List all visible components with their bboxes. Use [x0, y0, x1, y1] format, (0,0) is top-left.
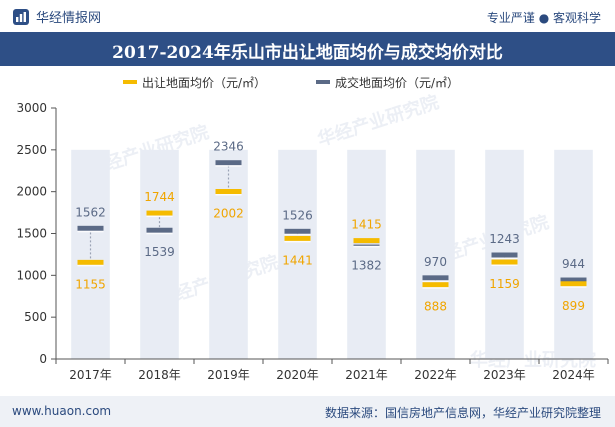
data-label-transfer: 1441: [282, 253, 313, 267]
marker-deal: [491, 252, 518, 258]
brand: 华经情报网: [12, 7, 101, 26]
marker-transfer: [146, 210, 173, 216]
x-tick-label: 2021年: [345, 368, 388, 382]
y-tick-label: 1500: [16, 227, 47, 241]
column-background: [71, 149, 110, 359]
marker-transfer-shine: [146, 215, 173, 218]
column-background: [140, 149, 179, 359]
data-label-transfer: 1159: [489, 277, 520, 291]
marker-transfer: [422, 282, 449, 288]
marker-transfer-shine: [491, 264, 518, 267]
data-label-transfer: 1744: [144, 190, 175, 204]
marker-transfer-shine: [284, 240, 311, 243]
data-label-deal: 970: [424, 255, 447, 269]
marker-deal-shine: [422, 280, 449, 282]
data-label-transfer: 1155: [75, 277, 106, 291]
title-bar: 2017-2024年乐山市出让地面均价与成交均价对比: [0, 32, 615, 66]
data-label-transfer: 2002: [213, 206, 244, 220]
marker-deal: [560, 277, 587, 283]
column-background: [554, 149, 593, 359]
marker-transfer-shine: [560, 286, 587, 288]
y-tick-label: 0: [39, 352, 47, 366]
marker-transfer-shine: [77, 264, 104, 267]
legend-label-deal: 成交地面均价（元/㎡）: [335, 75, 459, 90]
data-label-deal: 1526: [282, 208, 313, 222]
header-bar: 华经情报网 专业严谨 ● 客观科学: [0, 0, 615, 32]
footer-bar: www.huaon.com 数据来源：国信房地产信息网，华经产业研究院整理: [0, 396, 615, 427]
marker-transfer-shine: [422, 287, 449, 289]
data-label-deal: 1382: [351, 258, 382, 272]
x-tick-label: 2020年: [276, 368, 319, 382]
marker-transfer: [215, 188, 242, 194]
column-background: [416, 149, 455, 359]
watermark-text: 华经产业研究院: [315, 91, 442, 151]
x-tick-label: 2019年: [207, 368, 250, 382]
marker-transfer-shine: [215, 193, 242, 196]
marker-transfer-shine: [353, 243, 380, 245]
legend-label-transfer: 出让地面均价（元/㎡）: [142, 76, 266, 90]
y-tick-label: 1000: [16, 268, 47, 282]
marker-deal-shine: [284, 233, 311, 236]
x-tick-label: 2023年: [483, 368, 526, 382]
data-label-deal: 1539: [144, 245, 175, 259]
brand-logo-icon: [13, 8, 29, 25]
legend-swatch-deal: [316, 80, 330, 84]
x-tick-label: 2022年: [414, 368, 457, 382]
footer-website: www.huaon.com: [12, 404, 112, 418]
data-label-transfer: 888: [424, 300, 447, 314]
marker-transfer: [353, 238, 380, 244]
marker-deal-shine: [491, 257, 518, 260]
data-label-deal: 1562: [75, 205, 106, 219]
y-tick-label: 500: [24, 310, 47, 324]
chart-title: 2017-2024年乐山市出让地面均价与成交均价对比: [112, 43, 503, 63]
data-label-deal: 1243: [489, 232, 520, 246]
x-tick-label: 2024年: [552, 368, 595, 382]
chart-area: 华经产业研究院华经产业研究院华经产业研究院华经产业研究院华经产业研究院出让地面均…: [16, 75, 609, 382]
marker-deal-shine: [215, 165, 242, 167]
header-slogan: 专业严谨 ● 客观科学: [486, 11, 601, 25]
marker-transfer: [560, 281, 587, 287]
y-tick-label: 2500: [16, 143, 47, 157]
data-label-transfer: 899: [562, 299, 585, 313]
marker-transfer: [491, 259, 518, 265]
marker-deal: [77, 225, 104, 231]
marker-deal-shine: [353, 245, 380, 248]
data-label-transfer: 1415: [351, 218, 382, 232]
marker-deal: [422, 275, 449, 281]
x-tick-label: 2017年: [69, 368, 112, 382]
marker-transfer: [77, 259, 104, 265]
y-tick-label: 2000: [16, 185, 47, 199]
data-label-deal: 2346: [213, 140, 244, 154]
column-background: [347, 149, 386, 359]
footer-source: 数据来源：国信房地产信息网，华经产业研究院整理: [324, 406, 601, 420]
marker-deal-shine: [146, 232, 173, 235]
x-tick-label: 2018年: [138, 368, 181, 382]
marker-deal-shine: [77, 230, 104, 233]
column-background: [209, 149, 248, 359]
marker-deal: [215, 160, 242, 166]
marker-deal: [284, 228, 311, 234]
legend-swatch-transfer: [123, 80, 137, 84]
brand-name: 华经情报网: [36, 11, 102, 26]
marker-transfer: [284, 235, 311, 241]
column-background: [278, 149, 317, 359]
data-label-deal: 944: [562, 257, 585, 271]
y-tick-label: 3000: [16, 101, 47, 115]
marker-deal: [146, 227, 173, 233]
